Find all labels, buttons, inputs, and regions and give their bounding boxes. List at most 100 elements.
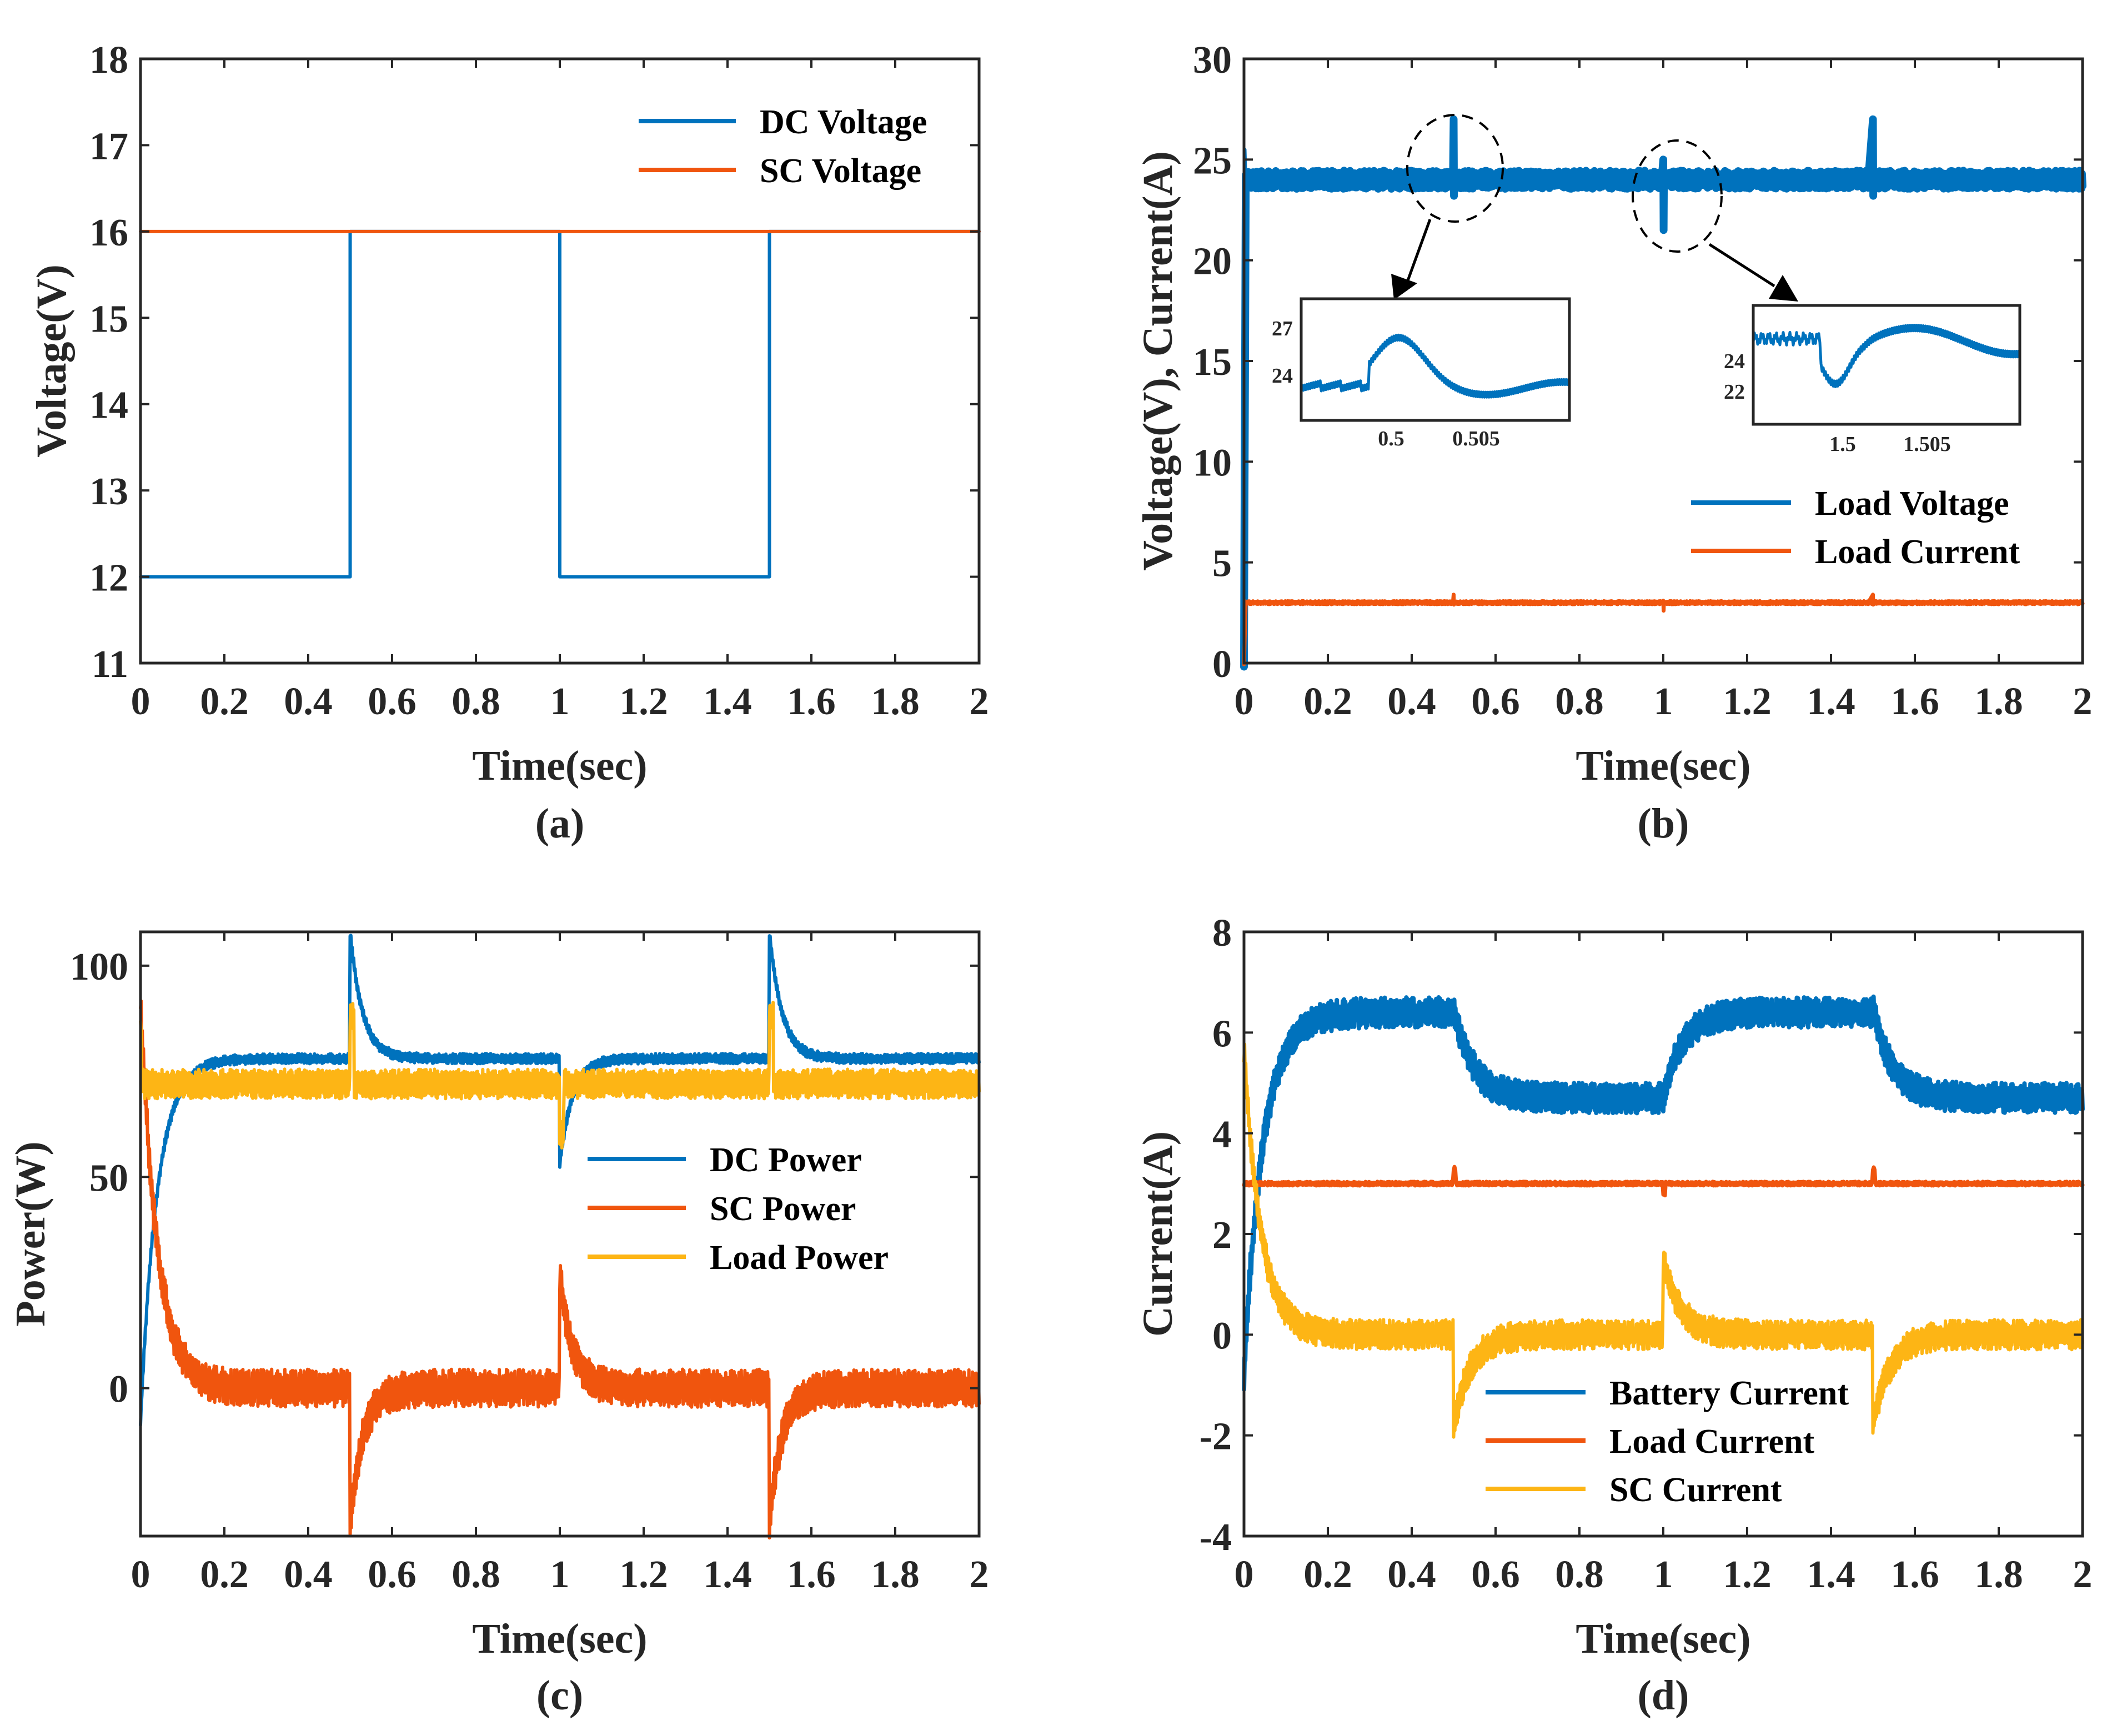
y-tick-label: 13 [89,470,128,513]
y-tick-label: -4 [1200,1516,1232,1559]
x-tick-label: 0.2 [1303,1553,1352,1596]
panel-a-series-layer [139,229,981,579]
x-tick-label: 1.6 [787,680,836,723]
panel-d-ylabel: Current(A) [1135,1131,1181,1337]
y-tick-label: 30 [1193,39,1232,82]
inset-2: 24 22 1.5 1.505 [1724,304,2021,456]
y-tick-label: 25 [1193,139,1232,182]
x-tick-label: 0.2 [1303,680,1352,723]
series-sc-power [139,999,981,1540]
zoom-arrow-2 [1708,243,1798,302]
series-dc-power [139,934,981,1427]
zoom-circle-2 [1632,139,1723,253]
zoom-circle-1 [1406,114,1504,223]
x-tick-label: 0.8 [452,680,500,723]
x-tick-label: 2 [970,1553,989,1596]
x-tick-label: 1.8 [871,1553,920,1596]
x-tick-label: 1.2 [1723,1553,1772,1596]
y-tick-label: 0 [109,1368,128,1411]
y-tick-label: 11 [92,643,128,686]
y-tick-label: 8 [1212,912,1232,955]
panel-b-legend: Load Voltage Load Current [1691,485,2020,571]
legend-label-battery-current: Battery Current [1609,1374,1849,1412]
x-tick-label: 0.6 [1471,1553,1520,1596]
y-tick-label: 20 [1193,240,1232,283]
legend-label-sc-voltage: SC Voltage [760,152,921,190]
inset-1-xtick: 0.505 [1452,427,1500,450]
y-tick-label: 10 [1193,441,1232,484]
inset-2-background [1753,305,2020,424]
x-tick-label: 1 [550,1553,570,1596]
series-sc-current [1242,1042,2084,1439]
x-tick-label: 1.4 [703,680,752,723]
inset-1: 27 24 0.5 0.505 [1272,297,1571,450]
y-tick-label: 2 [1212,1214,1232,1257]
x-tick-label: 1.4 [703,1553,752,1596]
x-tick-label: 0.4 [1387,680,1436,723]
legend-label-load-power: Load Power [710,1239,889,1277]
series-load-voltage [1240,115,2086,671]
series-load-power [139,1001,981,1150]
inset-2-series-layer [1752,324,2021,388]
y-tick-label: 15 [1193,341,1232,384]
x-tick-label: 2 [2073,680,2093,723]
legend-label-dc-voltage: DC Voltage [760,103,927,141]
panel-d-ticks: 0 0.2 0.4 0.6 0.8 1 1.2 1.4 1.6 1.8 2 -4 -2 0 2 4 6 8 [1200,912,2093,1596]
inset-2-ytick: 24 [1724,350,1745,373]
panel-c-xlabel: Time(sec) [472,1615,647,1662]
x-tick-label: 0.6 [368,680,417,723]
inset-2-xtick: 1.5 [1829,433,1856,456]
y-tick-label: 4 [1212,1113,1232,1156]
legend-label-load-voltage: Load Voltage [1815,485,2009,523]
inset-1-background [1301,299,1569,420]
panel-b-xlabel: Time(sec) [1576,742,1750,789]
zoom-arrow-1 [1391,219,1432,300]
series-load-current [1242,1165,2085,1198]
inset-2-frame [1752,304,2021,426]
x-tick-label: 0 [1235,680,1254,723]
y-tick-label: 17 [89,125,128,168]
panel-d: 0 0.2 0.4 0.6 0.8 1 1.2 1.4 1.6 1.8 2 -4 -2 0 2 4 6 8 Cur… [1135,912,2093,1719]
x-tick-label: 0.6 [368,1553,417,1596]
x-tick-label: 2 [2073,1553,2093,1596]
x-tick-label: 1.8 [1974,680,2023,723]
y-tick-label: -2 [1200,1416,1232,1458]
panel-a-caption: (a) [535,800,585,847]
panel-d-xlabel: Time(sec) [1576,1615,1750,1662]
panel-d-series-layer [1242,994,2085,1439]
y-tick-label: 6 [1212,1012,1232,1055]
y-tick-label: 18 [89,39,128,82]
series-dc-voltage [139,229,981,579]
x-tick-label: 1 [1654,680,1673,723]
panel-a-xlabel: Time(sec) [472,742,647,789]
panel-c-series-layer [139,934,981,1540]
x-tick-label: 1.6 [787,1553,836,1596]
panel-c-caption: (c) [536,1672,583,1719]
y-tick-label: 0 [1212,1314,1232,1357]
x-tick-label: 0.2 [200,1553,249,1596]
y-tick-label: 16 [89,212,128,254]
y-tick-label: 50 [89,1157,128,1200]
x-tick-label: 1.4 [1807,1553,1855,1596]
legend-label-sc-power: SC Power [710,1190,856,1228]
inset-1-frame [1300,297,1571,422]
panel-b-caption: (b) [1638,800,1689,847]
panel-a-ylabel: Voltage(V) [28,264,75,458]
x-tick-label: 1.6 [1890,1553,1939,1596]
panel-c-ticks: 0 0.2 0.4 0.6 0.8 1 1.2 1.4 1.6 1.8 2 0 50 100 [70,932,989,1596]
legend-label-dc-power: DC Power [710,1141,862,1179]
x-tick-label: 0.8 [452,1553,500,1596]
y-tick-label: 0 [1212,643,1232,686]
y-tick-label: 14 [89,384,128,427]
panel-a: 0 0.2 0.4 0.6 0.8 1 1.2 1.4 1.6 1.8 2 11 12 13 14 15 16 1… [28,39,989,847]
x-tick-label: 0.2 [200,680,249,723]
x-tick-label: 1.8 [871,680,920,723]
inset-2-trace [1752,324,2021,388]
inset-1-xtick: 0.5 [1378,427,1404,450]
x-tick-label: 0.8 [1555,1553,1604,1596]
x-tick-label: 1.2 [619,1553,668,1596]
panel-c: 0 0.2 0.4 0.6 0.8 1 1.2 1.4 1.6 1.8 2 0 50 100 Power(… [7,930,989,1719]
panel-a-legend: DC Voltage SC Voltage [639,103,927,190]
panel-b: 0 0.2 0.4 0.6 0.8 1 1.2 1.4 1.6 1.8 2051015202530 … [1135,39,2093,847]
